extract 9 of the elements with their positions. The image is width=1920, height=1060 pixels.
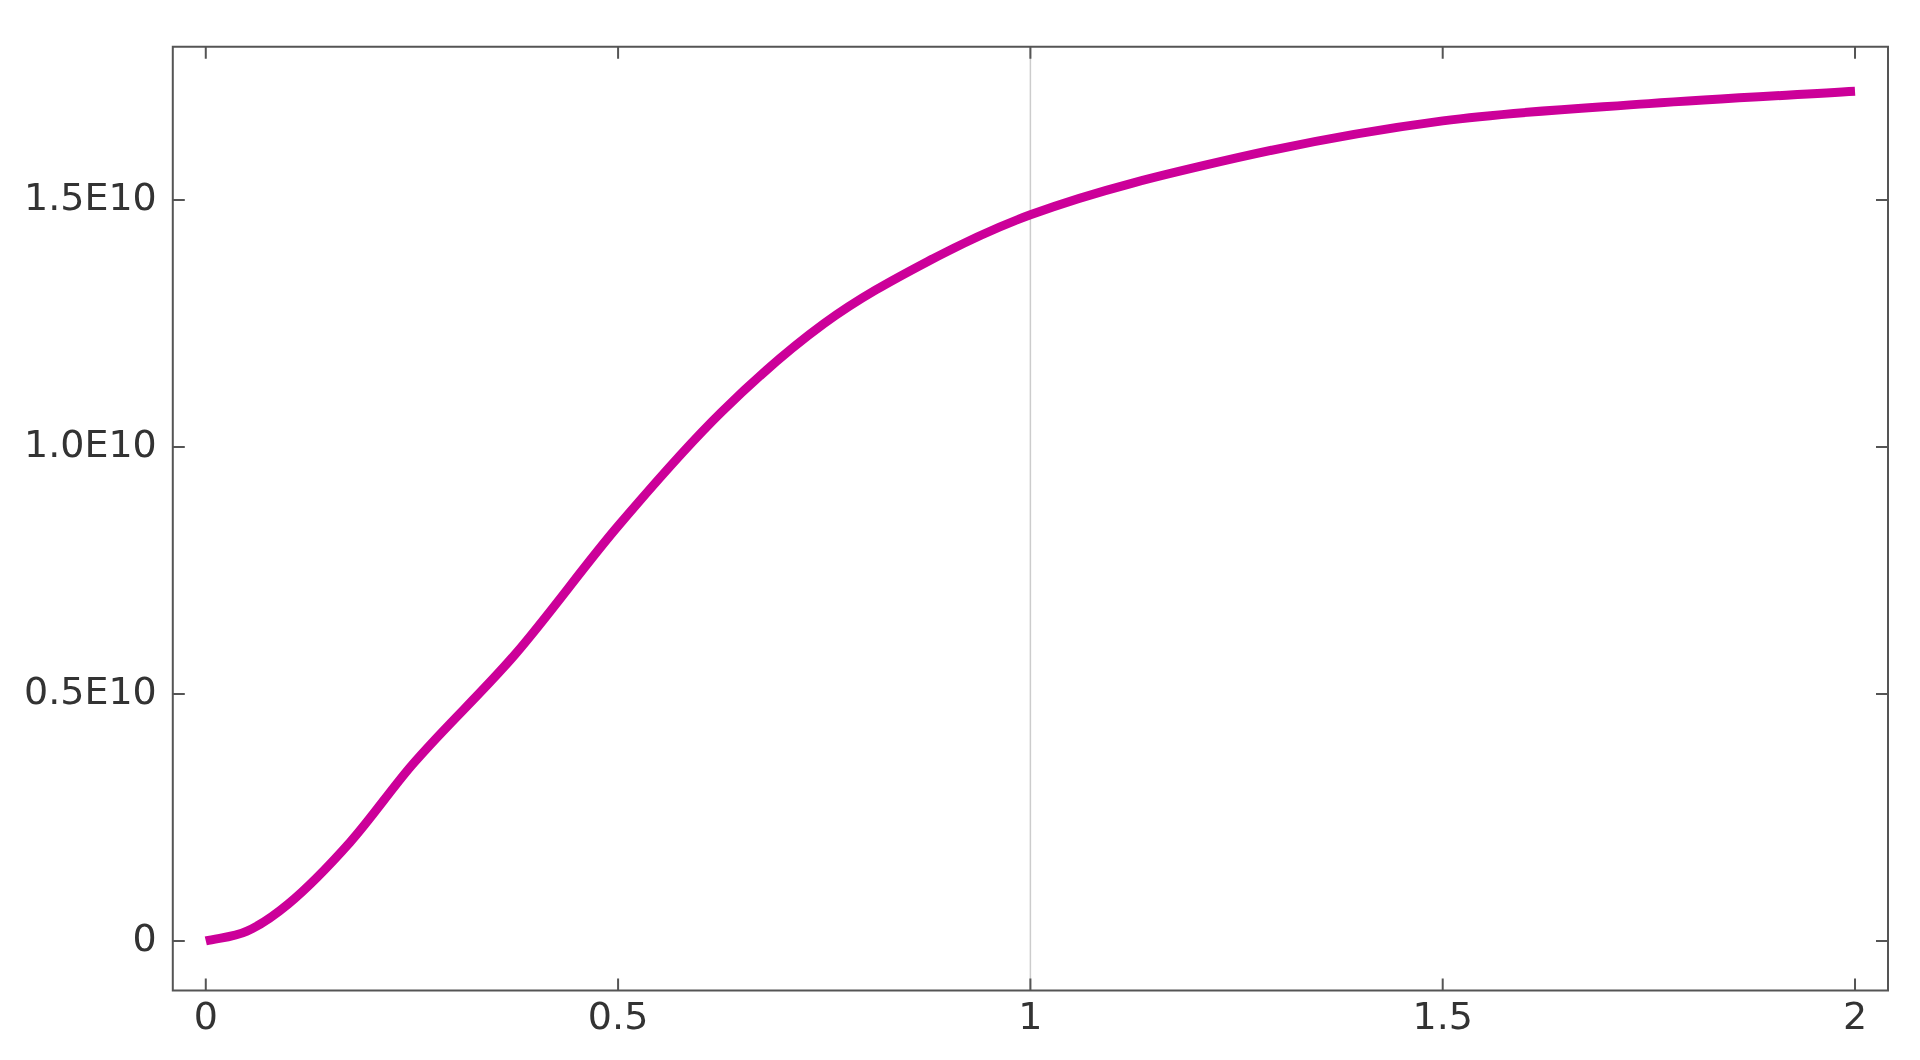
x-tick-label: 0 xyxy=(193,994,218,1039)
y-tick-label: 0 xyxy=(132,915,157,960)
y-tick-label: 0.5E10 xyxy=(24,668,157,713)
y-tick-label: 1.5E10 xyxy=(24,174,157,219)
x-tick-label: 1 xyxy=(1018,994,1043,1039)
x-tick-label: 2 xyxy=(1842,994,1868,1039)
y-tick-label: 1.0E10 xyxy=(24,421,157,466)
x-tick-label: 1.5 xyxy=(1412,994,1473,1039)
x-tick-label: 0.5 xyxy=(587,994,649,1039)
